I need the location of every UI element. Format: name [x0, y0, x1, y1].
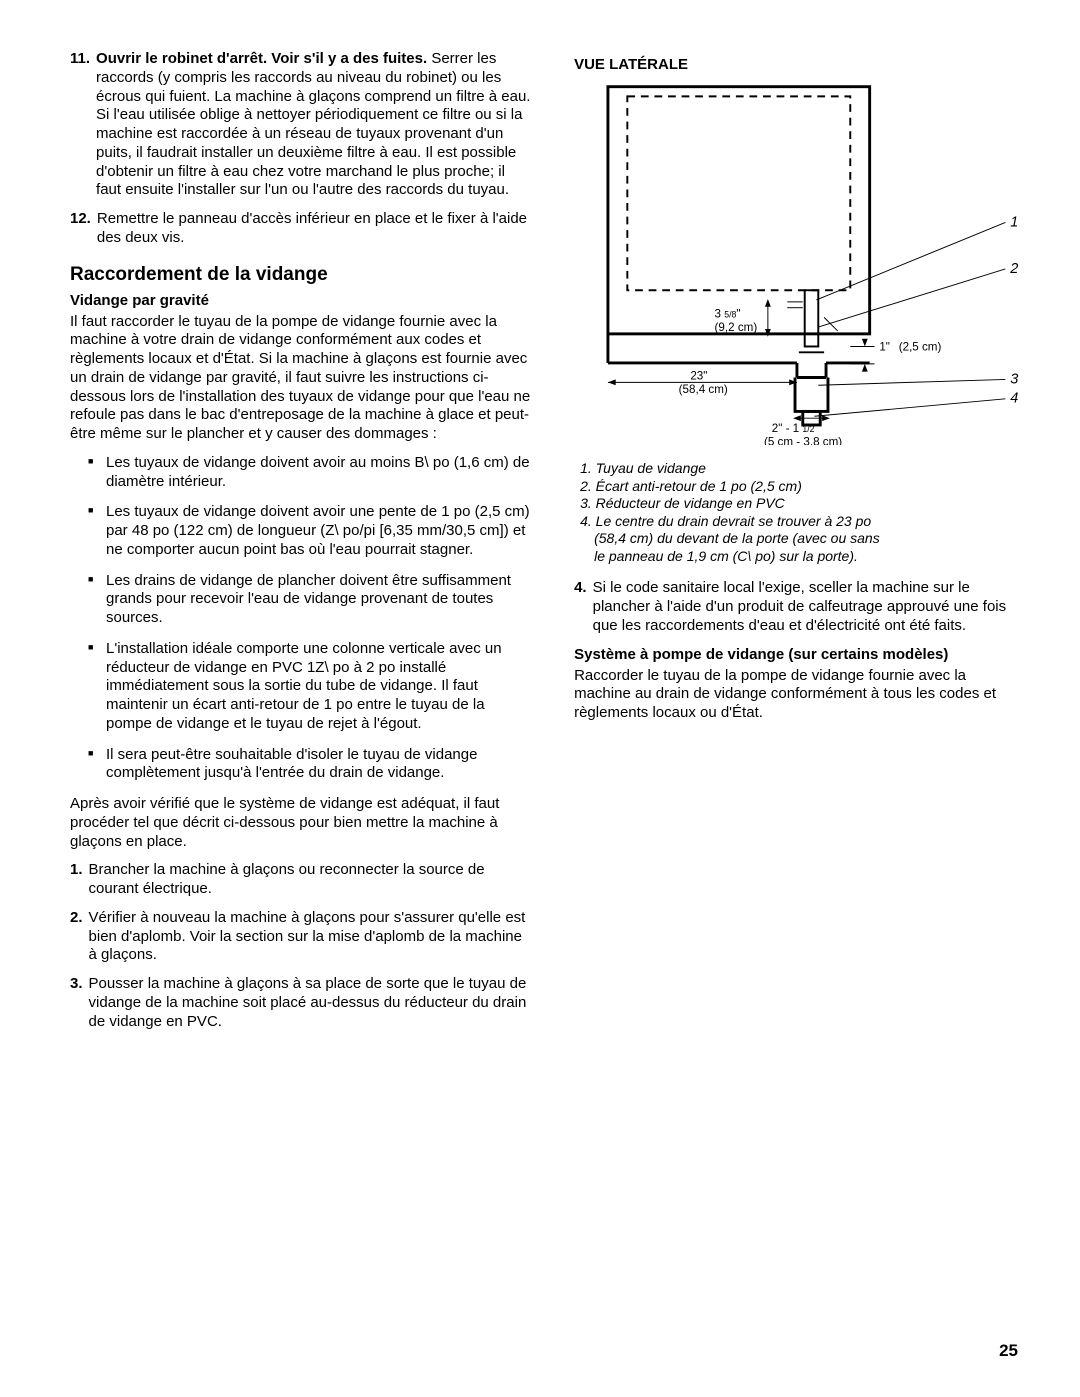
step-text: Pousser la machine à glaçons à sa place … — [89, 975, 535, 1031]
dim-label: (9,2 cm) — [715, 321, 758, 334]
step-number: 12. — [70, 210, 91, 248]
step-rest: Serrer les raccords (y compris les racco… — [96, 50, 530, 198]
dim-label: 2" - 1 1/2" — [772, 422, 819, 435]
step-text: Ouvrir le robinet d'arrêt. Voir s'il y a… — [96, 50, 534, 200]
subsection-heading: Vidange par gravité — [70, 292, 534, 309]
step-number: 3. — [70, 975, 83, 1031]
step-list-2: 1. Brancher la machine à glaçons ou reco… — [70, 861, 534, 1031]
legend-item: 3. Réducteur de vidange en PVC — [580, 495, 1020, 513]
step-text: Vérifier à nouveau la machine à glaçons … — [89, 909, 535, 965]
intro-paragraph: Il faut raccorder le tuyau de la pompe d… — [70, 313, 534, 444]
right-column: VUE LATÉRALE — [574, 50, 1020, 1041]
page-number: 25 — [999, 1341, 1018, 1361]
step-text: Si le code sanitaire local l'exige, scel… — [593, 579, 1020, 635]
legend-item: 2. Écart anti-retour de 1 po (2,5 cm) — [580, 478, 1020, 496]
step-number: 1. — [70, 861, 83, 899]
bullet-item: Il sera peut-être souhaitable d'isoler l… — [88, 746, 534, 784]
subsection-heading: Système à pompe de vidange (sur certains… — [574, 646, 1020, 663]
callout-number: 2 — [1009, 261, 1018, 277]
dim-label: 3 5/8" — [715, 307, 741, 320]
legend-item: 4. Le centre du drain devrait se trouver… — [580, 513, 1020, 531]
step-1: 1. Brancher la machine à glaçons ou reco… — [70, 861, 534, 899]
legend-item: 1. Tuyau de vidange — [580, 460, 1020, 478]
dim-label: (5 cm - 3,8 cm) — [764, 435, 842, 445]
step-list-right: 4. Si le code sanitaire local l'exige, s… — [574, 579, 1020, 635]
step-4: 4. Si le code sanitaire local l'exige, s… — [574, 579, 1020, 635]
bullet-item: Les tuyaux de vidange doivent avoir au m… — [88, 454, 534, 492]
step-text: Remettre le panneau d'accès inférieur en… — [97, 210, 534, 248]
diagram-svg: 3 5/8" (9,2 cm) 1" (2,5 cm) 23" (58,4 cm… — [574, 77, 1020, 445]
callout-number: 3 — [1010, 371, 1018, 387]
bullet-item: Les drains de vidange de plancher doiven… — [88, 572, 534, 628]
dim-label: 23" — [690, 369, 707, 382]
callout-number: 1 — [1010, 214, 1018, 230]
dim-label: 1" — [879, 340, 890, 353]
step-number: 11. — [70, 50, 90, 200]
step-list-1: 11. Ouvrir le robinet d'arrêt. Voir s'il… — [70, 50, 534, 248]
step-number: 2. — [70, 909, 83, 965]
bullet-item: Les tuyaux de vidange doivent avoir une … — [88, 503, 534, 559]
step-text: Brancher la machine à glaçons ou reconne… — [89, 861, 535, 899]
step-3: 3. Pousser la machine à glaçons à sa pla… — [70, 975, 534, 1031]
after-paragraph: Après avoir vérifié que le système de vi… — [70, 795, 534, 851]
legend-item: le panneau de 1,9 cm (C\ po) sur la port… — [580, 548, 1020, 566]
side-view-diagram: 3 5/8" (9,2 cm) 1" (2,5 cm) 23" (58,4 cm… — [574, 77, 1020, 450]
paragraph: Raccorder le tuyau de la pompe de vidang… — [574, 667, 1020, 723]
bullet-list: Les tuyaux de vidange doivent avoir au m… — [88, 454, 534, 783]
step-number: 4. — [574, 579, 587, 635]
section-heading: Raccordement de la vidange — [70, 264, 534, 286]
callout-number: 4 — [1010, 391, 1018, 407]
diagram-title: VUE LATÉRALE — [574, 56, 1020, 73]
dim-label: (58,4 cm) — [679, 383, 728, 396]
step-2: 2. Vérifier à nouveau la machine à glaço… — [70, 909, 534, 965]
page-content: 11. Ouvrir le robinet d'arrêt. Voir s'il… — [70, 50, 1020, 1041]
left-column: 11. Ouvrir le robinet d'arrêt. Voir s'il… — [70, 50, 534, 1041]
step-11: 11. Ouvrir le robinet d'arrêt. Voir s'il… — [70, 50, 534, 200]
bullet-item: L'installation idéale comporte une colon… — [88, 640, 534, 734]
legend-item: (58,4 cm) du devant de la porte (avec ou… — [580, 530, 1020, 548]
step-lead: Ouvrir le robinet d'arrêt. Voir s'il y a… — [96, 50, 427, 67]
step-12: 12. Remettre le panneau d'accès inférieu… — [70, 210, 534, 248]
dim-label: (2,5 cm) — [899, 340, 942, 353]
diagram-legend: 1. Tuyau de vidange 2. Écart anti-retour… — [580, 460, 1020, 565]
